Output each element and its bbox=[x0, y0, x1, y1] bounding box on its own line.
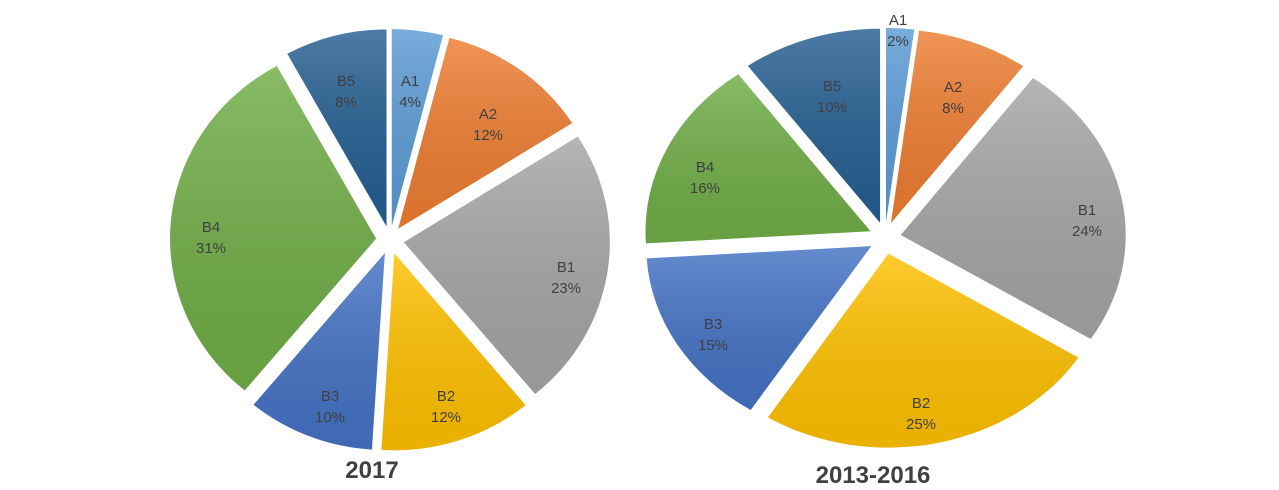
pie-chart-2017: A1 4% A2 12% B1 23% B2 12% B3 10% B4 31% B5 8% bbox=[170, 29, 610, 451]
slice-label-category: B1 bbox=[557, 259, 575, 276]
slice-shading bbox=[398, 37, 573, 229]
slice-shading bbox=[767, 253, 1079, 448]
slice-label-percent: 10% bbox=[315, 409, 345, 426]
slice-label-category: A1 bbox=[401, 73, 419, 90]
slice-label-percent: 25% bbox=[906, 416, 936, 433]
slice-label-percent: 15% bbox=[698, 337, 728, 354]
slice-label-category: B5 bbox=[823, 78, 841, 95]
slice-label-percent: 4% bbox=[399, 94, 421, 111]
slice-shading bbox=[253, 253, 385, 450]
pie-chart-2013-2016: A1 2% A2 8% B1 24% B2 25% B3 15% B4 16% B5 10% bbox=[645, 12, 1126, 448]
slice-label-category: B2 bbox=[437, 388, 455, 405]
slice-shading bbox=[645, 74, 871, 244]
slice-label-category: A1 bbox=[889, 12, 907, 29]
slice-label-category: B4 bbox=[202, 219, 220, 236]
slice-shading bbox=[900, 78, 1126, 339]
slice-shading bbox=[170, 66, 377, 391]
slice-shading bbox=[381, 253, 526, 451]
slice-label-percent: 23% bbox=[551, 280, 581, 297]
slice-label-category: B2 bbox=[912, 395, 930, 412]
chart-title-2017: 2017 bbox=[345, 457, 398, 484]
slice-label-percent: 24% bbox=[1072, 223, 1102, 240]
slice-label-category: B3 bbox=[704, 316, 722, 333]
slice-shading bbox=[886, 28, 915, 223]
slice-label-percent: 8% bbox=[942, 100, 964, 117]
slice-label-percent: 10% bbox=[817, 99, 847, 116]
slice-label-category: B3 bbox=[321, 388, 339, 405]
slice-shading bbox=[890, 30, 1024, 224]
slice-shading bbox=[646, 246, 872, 410]
slice-shading bbox=[747, 28, 881, 223]
slice-label-category: B5 bbox=[337, 73, 355, 90]
slice-label-percent: 2% bbox=[887, 33, 909, 50]
slice-shading bbox=[287, 29, 387, 227]
slice-label-percent: 12% bbox=[431, 409, 461, 426]
slice-label-category: A2 bbox=[944, 79, 962, 96]
slice-shading bbox=[403, 136, 610, 394]
slice-label-category: A2 bbox=[479, 106, 497, 123]
slice-label-category: B4 bbox=[696, 159, 714, 176]
slice-label-category: B1 bbox=[1078, 202, 1096, 219]
slice-label-percent: 16% bbox=[690, 180, 720, 197]
slice-label-percent: 8% bbox=[335, 94, 357, 111]
slice-label-percent: 12% bbox=[473, 127, 503, 144]
chart-title-2013-2016: 2013-2016 bbox=[816, 462, 931, 489]
slice-shading bbox=[391, 29, 443, 227]
slice-label-percent: 31% bbox=[196, 240, 226, 257]
